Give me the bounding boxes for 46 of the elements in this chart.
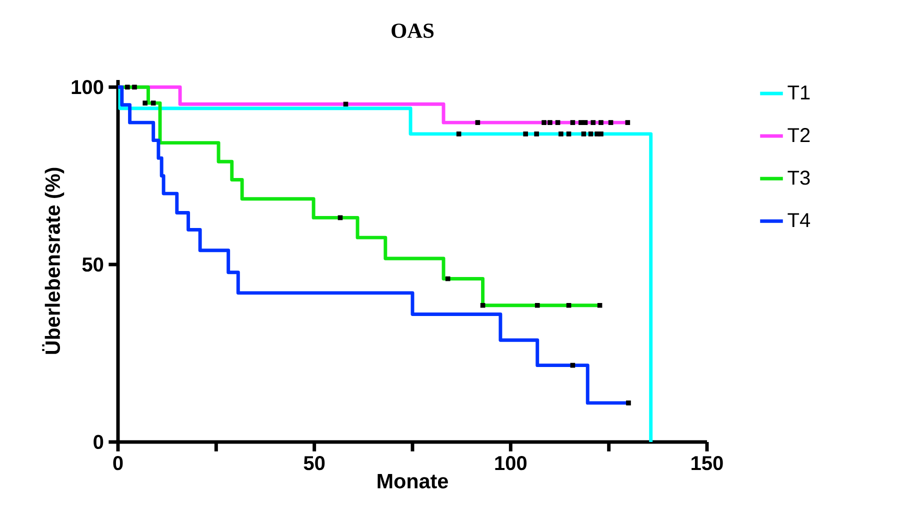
point	[570, 120, 576, 125]
point	[555, 120, 560, 125]
point	[534, 302, 540, 308]
point	[570, 362, 576, 368]
point	[338, 215, 343, 220]
point	[598, 132, 604, 136]
point	[566, 132, 572, 136]
legend-label: T2	[788, 128, 810, 142]
x-tick-label: 100	[495, 456, 527, 470]
point	[343, 102, 348, 107]
point	[132, 84, 137, 90]
point	[597, 302, 602, 308]
point	[480, 302, 486, 308]
point	[542, 120, 546, 125]
point	[581, 132, 586, 136]
chart-title: OAS	[392, 24, 434, 38]
point	[590, 120, 596, 125]
y-tick-label: 50	[82, 257, 104, 272]
point	[150, 100, 156, 106]
x-tick-label: 50	[304, 456, 325, 470]
x-tick-label: 150	[692, 456, 723, 470]
x-axis-title: Monate	[378, 474, 448, 488]
y-axis-title: Überlebensrate (%)	[42, 168, 64, 354]
point	[142, 100, 148, 106]
point	[445, 276, 450, 282]
point	[566, 302, 572, 308]
point	[625, 120, 630, 125]
legend-label: T3	[788, 170, 810, 185]
x-tick-label: 0	[113, 456, 123, 470]
point	[582, 120, 588, 125]
point	[523, 132, 528, 136]
point	[534, 132, 539, 136]
y-tick-label: 0	[94, 434, 104, 450]
legend-label: T4	[788, 213, 810, 228]
point	[588, 132, 594, 136]
point	[125, 84, 130, 90]
point	[456, 132, 462, 136]
point	[558, 132, 564, 136]
point	[578, 120, 584, 125]
point	[548, 120, 552, 125]
legend-label: T1	[788, 86, 810, 100]
point	[598, 120, 604, 125]
point	[626, 400, 631, 406]
point	[475, 120, 480, 125]
y-tick-label: 100	[72, 80, 104, 94]
point	[608, 120, 614, 125]
